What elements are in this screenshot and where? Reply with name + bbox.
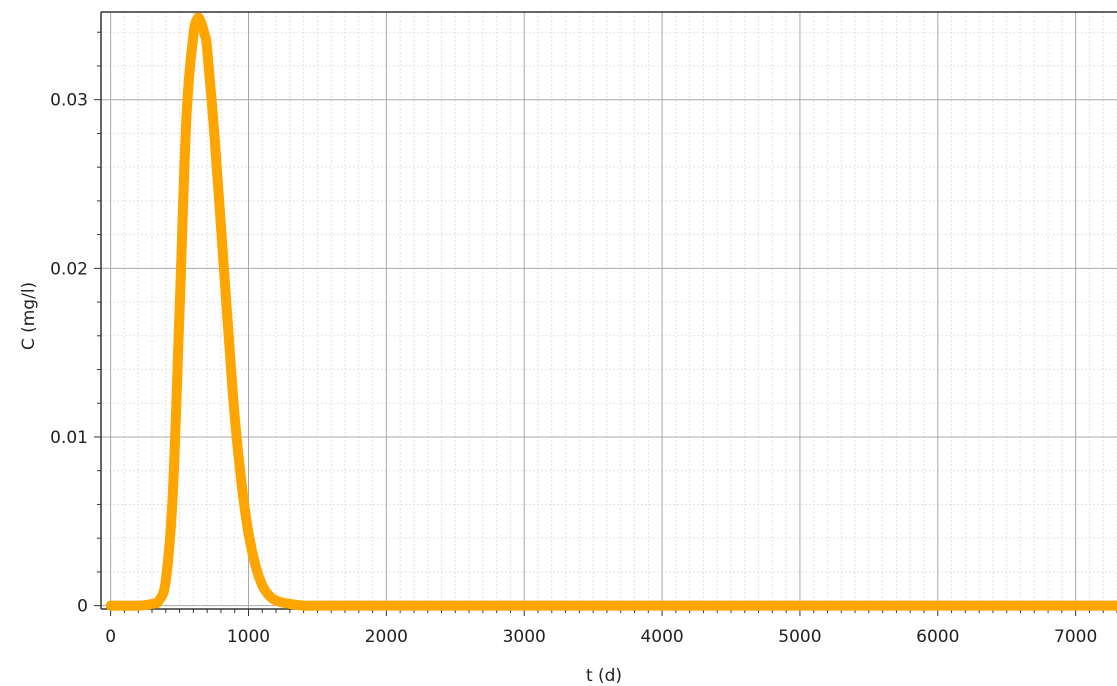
- tick-labels: 0 1000 2000 3000 4000 5000 6000 7000 0 0.01 0.02 0.…: [50, 91, 1097, 647]
- x-tick-label: 7000: [1054, 627, 1097, 647]
- y-tick-label: 0.01: [50, 428, 88, 448]
- y-tick-label: 0.02: [50, 259, 88, 279]
- x-tick-label: 3000: [503, 627, 546, 647]
- y-axis-title: C (mg/l): [19, 282, 39, 350]
- x-tick-label: 5000: [778, 627, 821, 647]
- minor-grid: [101, 12, 1117, 609]
- x-tick-label: 1000: [227, 627, 270, 647]
- major-grid: [101, 12, 1117, 609]
- x-tick-label: 6000: [916, 627, 959, 647]
- concentration-series-line: [105, 12, 1117, 611]
- x-tick-label: 2000: [365, 627, 408, 647]
- series-layer: [105, 12, 1117, 611]
- x-tick-label: 0: [105, 627, 116, 647]
- y-tick-label: 0.03: [50, 91, 88, 111]
- y-tick-label: 0: [77, 597, 88, 617]
- x-tick-label: 4000: [640, 627, 683, 647]
- x-axis-title: t (d): [586, 666, 622, 686]
